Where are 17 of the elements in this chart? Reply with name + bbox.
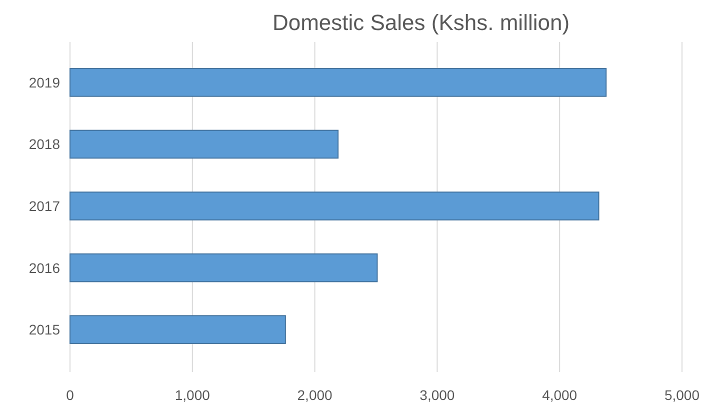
bar xyxy=(70,192,600,220)
x-tick-label: 4,000 xyxy=(542,387,578,403)
bar xyxy=(70,315,286,344)
x-tick-label: 2,000 xyxy=(297,387,333,403)
bar xyxy=(70,253,378,282)
x-tick-label: 5,000 xyxy=(664,387,700,403)
x-tick-label: 0 xyxy=(66,387,74,403)
bar xyxy=(70,130,339,159)
y-tick-label: 2017 xyxy=(28,198,60,214)
x-tick-label: 3,000 xyxy=(420,387,455,403)
y-tick-label: 2016 xyxy=(28,260,60,276)
bar xyxy=(70,68,607,97)
y-tick-label: 2019 xyxy=(28,74,60,90)
chart-title: Domestic Sales (Kshs. million) xyxy=(272,10,570,35)
y-tick-label: 2015 xyxy=(28,322,60,338)
y-tick-label: 2018 xyxy=(28,136,60,152)
x-tick-label: 1,000 xyxy=(174,387,210,403)
